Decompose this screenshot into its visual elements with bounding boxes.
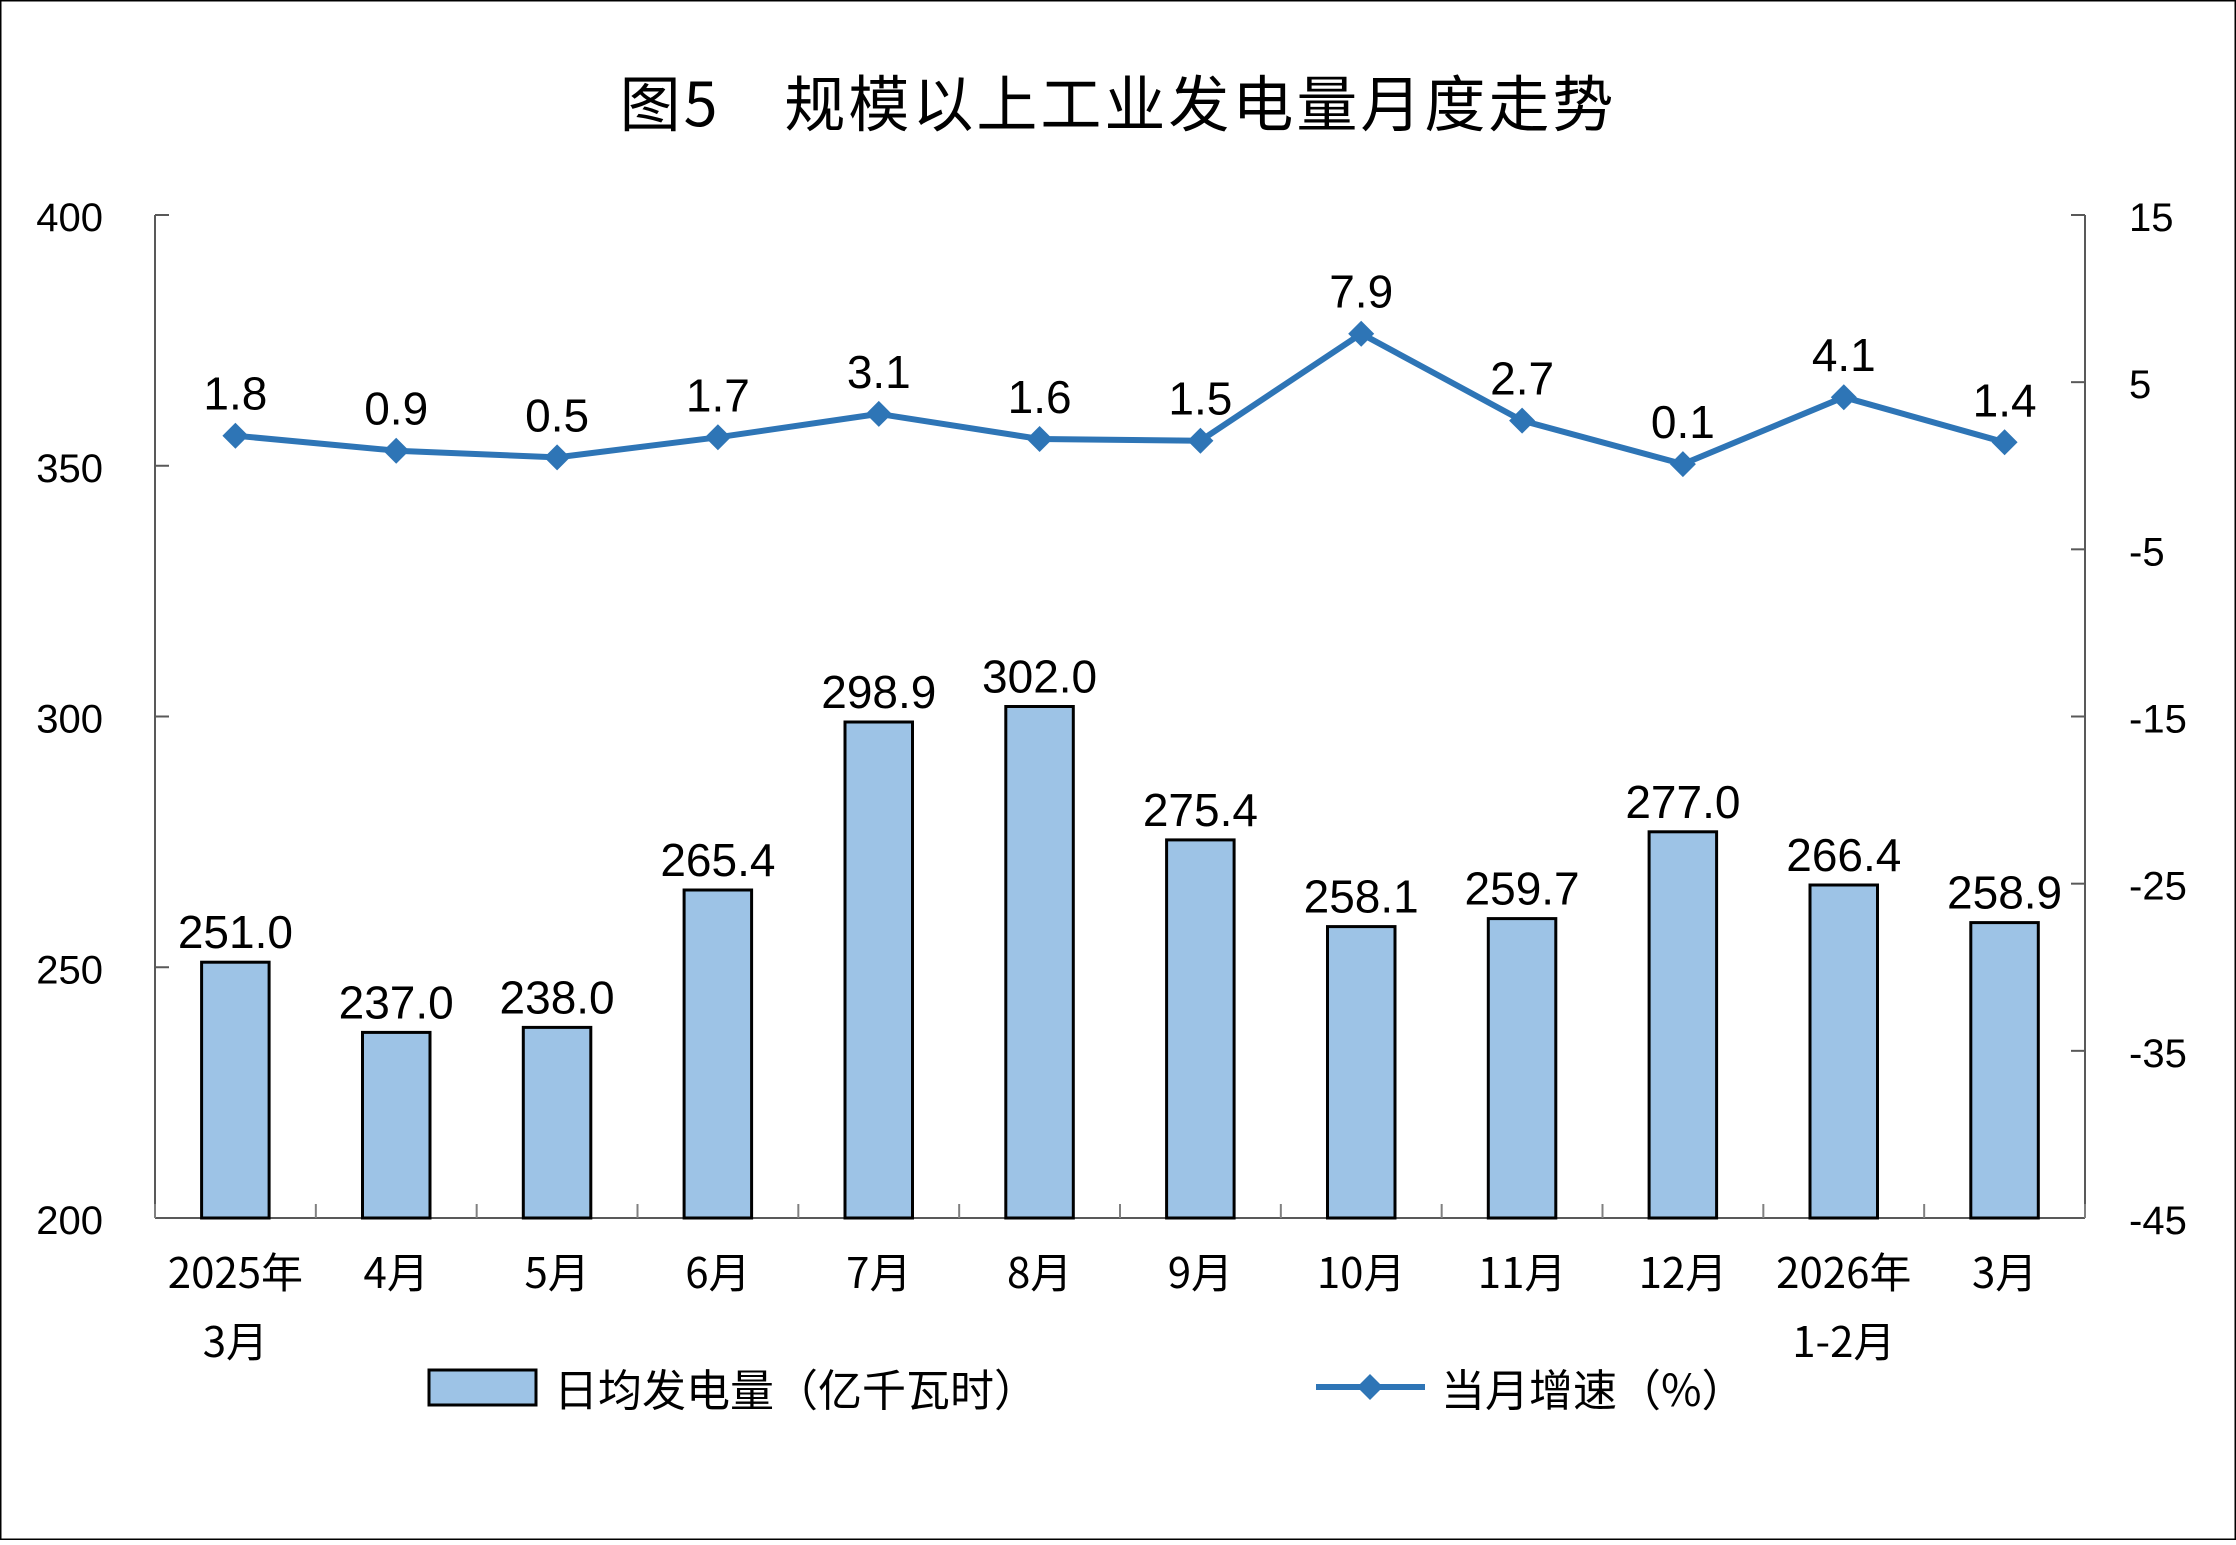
svg-text:当月增速（%）: 当月增速（%）: [1441, 1355, 1746, 1419]
svg-text:2025年: 2025年: [168, 1240, 303, 1301]
svg-text:251.0: 251.0: [178, 906, 293, 958]
svg-text:7.9: 7.9: [1329, 266, 1393, 318]
svg-text:258.1: 258.1: [1304, 871, 1419, 923]
svg-text:15: 15: [2129, 196, 2174, 240]
svg-text:3月: 3月: [1972, 1240, 2037, 1301]
svg-text:265.4: 265.4: [660, 834, 775, 886]
svg-text:5: 5: [2129, 363, 2151, 407]
svg-text:日均发电量（亿千瓦时）: 日均发电量（亿千瓦时）: [554, 1355, 1038, 1419]
svg-text:-5: -5: [2129, 530, 2165, 574]
svg-text:300: 300: [36, 698, 103, 742]
svg-text:1.7: 1.7: [686, 369, 750, 421]
svg-text:259.7: 259.7: [1465, 863, 1580, 915]
svg-text:4.1: 4.1: [1812, 329, 1876, 381]
svg-text:400: 400: [36, 196, 103, 240]
svg-text:-25: -25: [2129, 865, 2187, 909]
svg-text:6月: 6月: [685, 1240, 750, 1301]
svg-text:238.0: 238.0: [500, 971, 615, 1023]
svg-text:1-2月: 1-2月: [1792, 1309, 1895, 1370]
svg-text:4月: 4月: [364, 1240, 429, 1301]
svg-text:图5 规模以上工业发电量月度走势: 图5 规模以上工业发电量月度走势: [620, 55, 1617, 144]
svg-text:1.6: 1.6: [1008, 371, 1072, 423]
svg-text:1.4: 1.4: [1973, 374, 2037, 426]
svg-text:11月: 11月: [1478, 1240, 1567, 1301]
svg-text:7月: 7月: [846, 1240, 911, 1301]
svg-text:277.0: 277.0: [1625, 776, 1740, 828]
svg-text:-15: -15: [2129, 698, 2187, 742]
svg-text:302.0: 302.0: [982, 651, 1097, 703]
svg-text:200: 200: [36, 1199, 103, 1243]
svg-text:8月: 8月: [1007, 1240, 1072, 1301]
svg-text:237.0: 237.0: [339, 976, 454, 1028]
svg-text:0.5: 0.5: [525, 389, 589, 441]
svg-text:-35: -35: [2129, 1032, 2187, 1076]
svg-text:0.9: 0.9: [364, 383, 428, 435]
svg-text:10月: 10月: [1317, 1240, 1406, 1301]
svg-text:350: 350: [36, 447, 103, 491]
svg-text:2.7: 2.7: [1490, 353, 1554, 405]
svg-text:1.8: 1.8: [203, 368, 267, 420]
svg-text:1.5: 1.5: [1168, 373, 1232, 425]
svg-text:3月: 3月: [203, 1309, 268, 1370]
svg-text:2026年: 2026年: [1776, 1240, 1911, 1301]
svg-text:5月: 5月: [524, 1240, 589, 1301]
svg-text:3.1: 3.1: [847, 346, 911, 398]
svg-text:-45: -45: [2129, 1199, 2187, 1243]
svg-text:12月: 12月: [1639, 1240, 1728, 1301]
svg-text:298.9: 298.9: [821, 666, 936, 718]
svg-text:266.4: 266.4: [1786, 829, 1901, 881]
svg-text:258.9: 258.9: [1947, 867, 2062, 919]
svg-text:275.4: 275.4: [1143, 784, 1258, 836]
svg-text:250: 250: [36, 948, 103, 992]
svg-text:9月: 9月: [1168, 1240, 1233, 1301]
svg-text:0.1: 0.1: [1651, 396, 1715, 448]
